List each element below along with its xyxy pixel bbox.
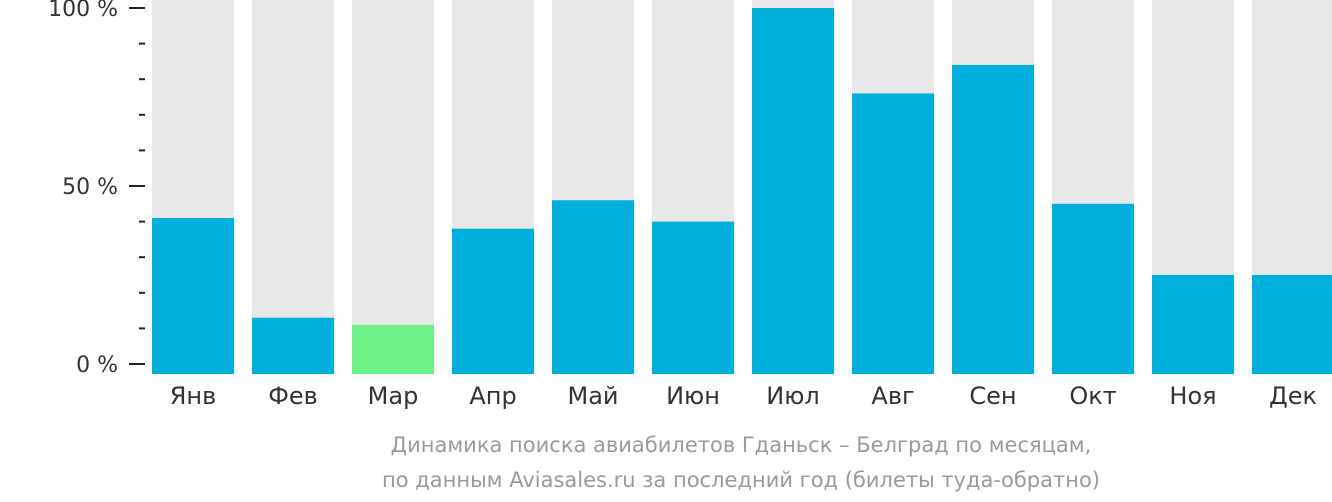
x-tick-label: Апр <box>469 382 516 410</box>
chart-caption-line-2: по данным Aviasales.ru за последний год … <box>382 468 1100 492</box>
bar <box>1052 203 1134 374</box>
x-tick-label: Май <box>567 382 618 410</box>
bar <box>852 93 934 374</box>
y-tick-label: 50 % <box>62 175 118 200</box>
bar <box>752 8 834 374</box>
bar <box>652 221 734 374</box>
bar <box>1252 275 1332 374</box>
x-tick-label: Окт <box>1069 382 1116 410</box>
bar <box>352 324 434 374</box>
x-axis-labels: Янв Фев Мар Апр Май Июн Июл Авг Сен Окт Ноя Дек <box>170 382 1317 410</box>
x-tick-label: Дек <box>1269 382 1317 410</box>
x-tick-label: Ноя <box>1169 382 1216 410</box>
bar <box>252 317 334 374</box>
bar <box>152 218 234 374</box>
x-tick-label: Июл <box>766 382 820 410</box>
bar <box>952 64 1034 375</box>
x-tick-label: Янв <box>170 382 217 410</box>
x-tick-label: Авг <box>871 382 914 410</box>
y-axis: 100 % 50 % 0 % <box>48 0 145 378</box>
y-tick-label: 100 % <box>48 0 118 22</box>
bar-background <box>352 0 434 374</box>
x-tick-label: Сен <box>969 382 1016 410</box>
x-tick-label: Июн <box>666 382 720 410</box>
bar <box>1152 275 1234 374</box>
x-tick-label: Мар <box>368 382 419 410</box>
y-tick-label: 0 % <box>76 353 118 378</box>
bar <box>452 228 534 374</box>
bar-background <box>252 0 334 374</box>
bar <box>552 200 634 374</box>
chart-caption-line-1: Динамика поиска авиабилетов Гданьск – Бе… <box>391 433 1092 457</box>
bars <box>152 0 1332 375</box>
x-tick-label: Фев <box>268 382 318 410</box>
